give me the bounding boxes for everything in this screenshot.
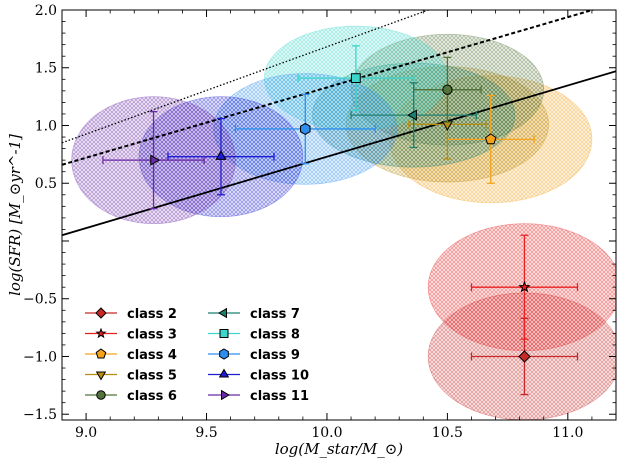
legend-class-9-marker	[219, 348, 229, 360]
legend-class-4-marker	[95, 348, 107, 359]
class-8-marker	[350, 73, 361, 84]
relation-lines	[62, 10, 616, 237]
axes: 9.0 9.5 10.0 10.5 11.0 −1.5 −1.0 −0.5 0.5 1.0 1.5 2…	[23, 3, 617, 441]
class-11-marker	[150, 154, 161, 166]
dashed-line	[62, 10, 596, 166]
legend-class-6-marker	[96, 390, 106, 400]
legend-class-7-label: class 7	[250, 307, 300, 322]
legend-class-8-label: class 8	[250, 328, 300, 343]
y-tick-label: 2.0	[35, 3, 57, 19]
class-7-marker	[407, 109, 417, 121]
x-tick-label: 9.5	[195, 425, 217, 441]
y-tick-label: −1.5	[23, 407, 57, 423]
plot-frame	[61, 9, 617, 421]
class-6-marker	[442, 84, 453, 95]
legend-class-8-marker	[219, 329, 229, 338]
x-tick-label: 9.0	[75, 425, 97, 441]
y-axis-label: log(SFR) [M_⊙yr^-1]	[6, 134, 24, 296]
legend-class-10-marker	[218, 368, 230, 378]
legend: class 2 class 3 class 4 class 5 class 6 class…	[85, 307, 309, 404]
legend-class-3-marker	[95, 327, 107, 339]
legend-class-5-marker	[95, 371, 107, 381]
class-2-marker	[518, 350, 531, 363]
x-tick-label: 10.5	[432, 425, 463, 441]
legend-class-4-label: class 4	[127, 348, 177, 363]
legend-class-2-marker	[95, 307, 107, 319]
legend-class-10-label: class 10	[250, 369, 309, 384]
legend-class-5-label: class 5	[127, 369, 177, 384]
y-tick-label: 0.5	[35, 176, 57, 192]
class-3-marker	[518, 280, 531, 293]
data-points	[102, 45, 579, 396]
class-4-marker	[484, 133, 497, 145]
legend-class-7-marker	[217, 307, 227, 319]
x-axis-label: log(M_star/M_⊙)	[275, 440, 403, 458]
y-tick-label: 1.5	[35, 61, 57, 77]
legend-class-3-label: class 3	[127, 328, 177, 343]
legend-class-2-label: class 2	[127, 307, 177, 322]
x-tick-label: 10.0	[311, 425, 342, 441]
legend-class-11-marker	[221, 389, 231, 401]
y-tick-label: 1.0	[35, 118, 57, 134]
x-tick-label: 11.0	[552, 425, 583, 441]
solid-line	[62, 70, 616, 237]
legend-class-9-label: class 9	[250, 348, 300, 363]
y-tick-label: −1.0	[23, 349, 57, 365]
class-10-marker	[215, 150, 227, 160]
legend-class-6-label: class 6	[127, 389, 177, 404]
legend-class-11-label: class 11	[250, 389, 309, 404]
class-9-marker	[300, 122, 311, 136]
y-tick-label: −0.5	[23, 292, 57, 308]
